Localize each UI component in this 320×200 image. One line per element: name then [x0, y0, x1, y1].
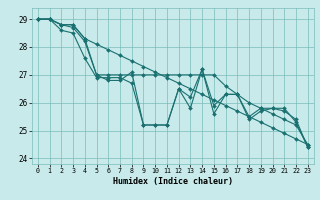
X-axis label: Humidex (Indice chaleur): Humidex (Indice chaleur) [113, 177, 233, 186]
